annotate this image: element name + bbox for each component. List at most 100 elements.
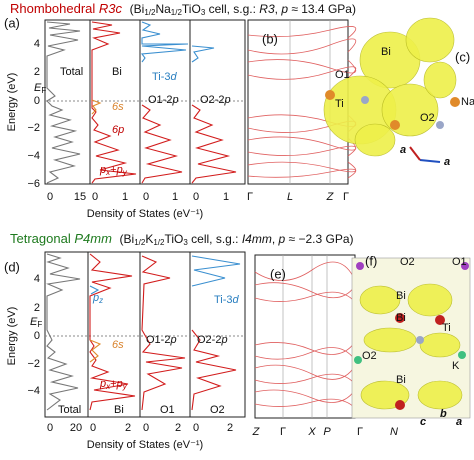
k-label: Z xyxy=(252,426,261,438)
y-tick-label: 4 xyxy=(34,273,40,285)
x-tick-label: 2 xyxy=(175,422,181,434)
cell: 1/2 xyxy=(171,8,183,17)
atom-label: Ti xyxy=(335,98,344,110)
o2: p xyxy=(223,94,230,106)
panel-name: Total xyxy=(58,404,81,416)
x-tick-label: 1 xyxy=(223,191,229,203)
ti: d xyxy=(171,71,178,83)
ef: E xyxy=(30,316,38,328)
atom-label: O2 xyxy=(362,350,377,362)
atom-label: Bi xyxy=(381,46,391,58)
orbital: 6p xyxy=(112,124,124,136)
o1: p xyxy=(171,94,178,106)
dos-curve xyxy=(91,99,102,115)
ef: F xyxy=(37,320,42,329)
panel-name: Ti-3d xyxy=(214,294,240,306)
o2: O2-2 xyxy=(197,334,221,346)
ef-label: EF xyxy=(34,82,46,95)
panel-label: (a) xyxy=(4,15,20,30)
isosurface xyxy=(323,17,460,163)
panel-name: O1 xyxy=(160,404,175,416)
k-label: L xyxy=(287,191,293,203)
cell: 1/2 xyxy=(134,238,146,247)
o1: O1-2 xyxy=(146,334,170,346)
panel-name: Ti-3d xyxy=(152,71,178,83)
cell: ≈ −2.3 GPa) xyxy=(285,232,353,246)
x-tick-label: 0 xyxy=(193,191,199,203)
orbital: pz xyxy=(92,292,103,305)
pxy: + xyxy=(110,164,116,176)
panel-name: Bi xyxy=(114,404,124,416)
y-tick-label: 0 xyxy=(34,330,40,342)
y-tick-label: 4 xyxy=(34,38,40,50)
k-label: P xyxy=(323,426,331,438)
atom-label: Na xyxy=(461,96,474,108)
ti: d xyxy=(233,294,240,306)
ti: Ti-3 xyxy=(152,71,171,83)
dos-curve xyxy=(191,255,241,287)
x-ticks: 0 15 0 1 0 1 0 1 xyxy=(47,191,229,203)
orbital: px+py xyxy=(99,164,128,177)
pxy: y xyxy=(122,382,128,391)
x-tick-label: 15 xyxy=(74,191,86,203)
title: Rhombohedral R3c (Bi1/2Na1/2TiO3 cell, s… xyxy=(10,1,356,17)
ef-label: EF xyxy=(30,316,42,329)
axis-title: Density of States (eV⁻¹) xyxy=(87,208,203,220)
axis-label: a xyxy=(400,144,406,156)
cell: 3 xyxy=(183,238,188,247)
cell: I4mm xyxy=(242,232,272,246)
x-tick-label: 0 xyxy=(193,422,199,434)
k-label: Γ xyxy=(343,191,349,203)
panel-label: (c) xyxy=(455,49,470,64)
dos-curve xyxy=(140,21,189,63)
y-ticks: 4 2 0 −2 −4 −6 xyxy=(27,38,40,190)
dos-curve xyxy=(141,255,186,411)
k-label: Γ xyxy=(280,426,286,438)
dos-frame xyxy=(44,19,246,185)
dos-curve xyxy=(91,21,137,184)
x-tick-label: 0 xyxy=(143,191,149,203)
pxy: p xyxy=(116,378,123,390)
dos-curve xyxy=(46,253,81,411)
dos-curve xyxy=(89,285,100,295)
o2: O2-2 xyxy=(200,94,224,106)
o2: p xyxy=(220,334,227,346)
pxy: y xyxy=(122,168,128,177)
pxy: p xyxy=(99,164,106,176)
dos-curve xyxy=(141,104,183,184)
x-tick-label: 0 xyxy=(143,422,149,434)
x-tick-label: 0 xyxy=(92,191,98,203)
o1: O1-2 xyxy=(148,94,172,106)
x-tick-label: 2 xyxy=(227,422,233,434)
cell: , xyxy=(275,2,282,16)
x-tick-label: 1 xyxy=(122,191,128,203)
isosurface xyxy=(351,257,471,419)
axis-label: c xyxy=(420,416,426,428)
cell: R3 xyxy=(259,2,275,16)
axis-label: a xyxy=(444,156,450,168)
k-label: N xyxy=(390,426,398,438)
pxy: x xyxy=(105,168,111,177)
panel-name: Bi xyxy=(112,66,122,78)
y-tick-label: 0 xyxy=(34,95,40,107)
panel-name: O1-2p xyxy=(148,94,179,106)
atom-label: Ti xyxy=(442,322,451,334)
x-tick-label: 2 xyxy=(125,422,131,434)
dos-curve xyxy=(191,104,237,184)
panel-label: (f) xyxy=(365,253,377,268)
x-ticks: 0 20 0 2 0 2 0 2 xyxy=(47,422,233,434)
cell: cell, s.g.: xyxy=(205,2,259,16)
pxy: + xyxy=(110,378,116,390)
pxy: p xyxy=(116,164,123,176)
y-tick-label: −2 xyxy=(27,358,40,370)
cell: p xyxy=(280,2,288,16)
y-tick-label: −4 xyxy=(27,150,40,162)
panel-label: (b) xyxy=(262,31,278,46)
cell: (Bi xyxy=(120,232,135,246)
y-tick-label: 2 xyxy=(34,66,40,78)
y-tick-label: −6 xyxy=(27,178,40,190)
group: R3c xyxy=(99,1,123,16)
orbital: 6s xyxy=(112,101,124,113)
y-ticks: 4 2 0 −2 −4 xyxy=(27,273,40,397)
atom-label: K xyxy=(452,360,460,372)
